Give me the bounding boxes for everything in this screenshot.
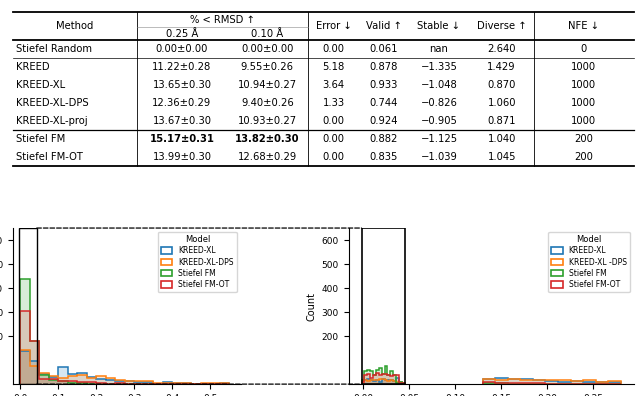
Text: 2.640: 2.640 — [488, 44, 516, 54]
Text: nan: nan — [429, 44, 449, 54]
Text: 3.64: 3.64 — [323, 80, 344, 90]
Text: 0.00: 0.00 — [323, 134, 344, 144]
Text: 0.00±0.00: 0.00±0.00 — [241, 44, 294, 54]
Text: 13.67±0.30: 13.67±0.30 — [152, 116, 211, 126]
Text: 0.25 Å: 0.25 Å — [166, 29, 198, 38]
Legend: KREED-XL, KREED-XL-DPS, Stiefel FM, Stiefel FM-OT: KREED-XL, KREED-XL-DPS, Stiefel FM, Stie… — [158, 232, 237, 292]
Text: Stiefel FM-OT: Stiefel FM-OT — [16, 152, 83, 162]
Text: 0.00±0.00: 0.00±0.00 — [156, 44, 208, 54]
Polygon shape — [362, 366, 404, 384]
Text: 0.871: 0.871 — [488, 116, 516, 126]
Text: 13.99±0.30: 13.99±0.30 — [152, 152, 211, 162]
Polygon shape — [483, 379, 621, 384]
Text: −1.048: −1.048 — [420, 80, 458, 90]
Text: Stiefel FM: Stiefel FM — [16, 134, 65, 144]
Text: 1.429: 1.429 — [488, 62, 516, 72]
Text: 1000: 1000 — [572, 116, 596, 126]
Text: 200: 200 — [575, 134, 593, 144]
Text: 0.870: 0.870 — [488, 80, 516, 90]
Polygon shape — [20, 350, 229, 384]
Polygon shape — [483, 382, 621, 384]
Text: KREED-XL: KREED-XL — [16, 80, 65, 90]
Text: KREED-XL-DPS: KREED-XL-DPS — [16, 98, 88, 108]
Text: KREED-XL-proj: KREED-XL-proj — [16, 116, 88, 126]
Text: KREED: KREED — [16, 62, 49, 72]
Text: Stiefel Random: Stiefel Random — [16, 44, 92, 54]
Text: 13.65±0.30: 13.65±0.30 — [152, 80, 211, 90]
Text: 9.40±0.26: 9.40±0.26 — [241, 98, 294, 108]
Text: Valid ↑: Valid ↑ — [366, 21, 402, 31]
Y-axis label: Count: Count — [306, 291, 316, 321]
Text: 0.924: 0.924 — [370, 116, 398, 126]
Text: 1000: 1000 — [572, 98, 596, 108]
Text: 0.061: 0.061 — [370, 44, 398, 54]
Text: % < RMSD ↑: % < RMSD ↑ — [190, 15, 255, 25]
Text: −1.335: −1.335 — [420, 62, 458, 72]
Polygon shape — [362, 373, 404, 384]
Text: Stable ↓: Stable ↓ — [417, 21, 460, 31]
Text: 200: 200 — [575, 152, 593, 162]
Text: −0.826: −0.826 — [420, 98, 458, 108]
Text: 0: 0 — [581, 44, 587, 54]
Polygon shape — [20, 311, 229, 384]
Text: 0.882: 0.882 — [370, 134, 398, 144]
Text: 12.68±0.29: 12.68±0.29 — [237, 152, 297, 162]
Text: −1.039: −1.039 — [420, 152, 458, 162]
Text: Method: Method — [56, 21, 93, 31]
Text: 1.33: 1.33 — [323, 98, 344, 108]
Text: 0.00: 0.00 — [323, 116, 344, 126]
Text: 1000: 1000 — [572, 62, 596, 72]
Text: 11.22±0.28: 11.22±0.28 — [152, 62, 212, 72]
Polygon shape — [483, 378, 621, 384]
Text: 15.17±0.31: 15.17±0.31 — [150, 134, 214, 144]
Polygon shape — [483, 383, 621, 384]
Text: 12.36±0.29: 12.36±0.29 — [152, 98, 212, 108]
Text: 0.835: 0.835 — [370, 152, 398, 162]
Text: 1.045: 1.045 — [488, 152, 516, 162]
Polygon shape — [362, 378, 404, 384]
Text: 10.94±0.27: 10.94±0.27 — [238, 80, 297, 90]
Text: 9.55±0.26: 9.55±0.26 — [241, 62, 294, 72]
Text: Error ↓: Error ↓ — [316, 21, 351, 31]
Legend: KREED-XL, KREED-XL -DPS, Stiefel FM, Stiefel FM-OT: KREED-XL, KREED-XL -DPS, Stiefel FM, Sti… — [548, 232, 630, 292]
Text: 1000: 1000 — [572, 80, 596, 90]
Text: 5.18: 5.18 — [323, 62, 344, 72]
Text: Diverse ↑: Diverse ↑ — [477, 21, 527, 31]
Polygon shape — [362, 379, 404, 384]
Text: 0.10 Å: 0.10 Å — [252, 29, 284, 38]
Polygon shape — [20, 351, 229, 384]
Text: 0.00: 0.00 — [323, 44, 344, 54]
Text: 1.040: 1.040 — [488, 134, 516, 144]
Text: 0.933: 0.933 — [370, 80, 398, 90]
Text: −1.125: −1.125 — [420, 134, 458, 144]
Text: 0.744: 0.744 — [370, 98, 398, 108]
Text: −0.905: −0.905 — [420, 116, 458, 126]
Text: 0.00: 0.00 — [323, 152, 344, 162]
Bar — [19, 228, 36, 384]
Text: 1.060: 1.060 — [488, 98, 516, 108]
Text: NFE ↓: NFE ↓ — [568, 21, 600, 31]
Polygon shape — [20, 279, 229, 384]
Text: 0.878: 0.878 — [370, 62, 398, 72]
Bar — [362, 228, 404, 384]
Text: 10.93±0.27: 10.93±0.27 — [238, 116, 297, 126]
Text: 13.82±0.30: 13.82±0.30 — [235, 134, 300, 144]
